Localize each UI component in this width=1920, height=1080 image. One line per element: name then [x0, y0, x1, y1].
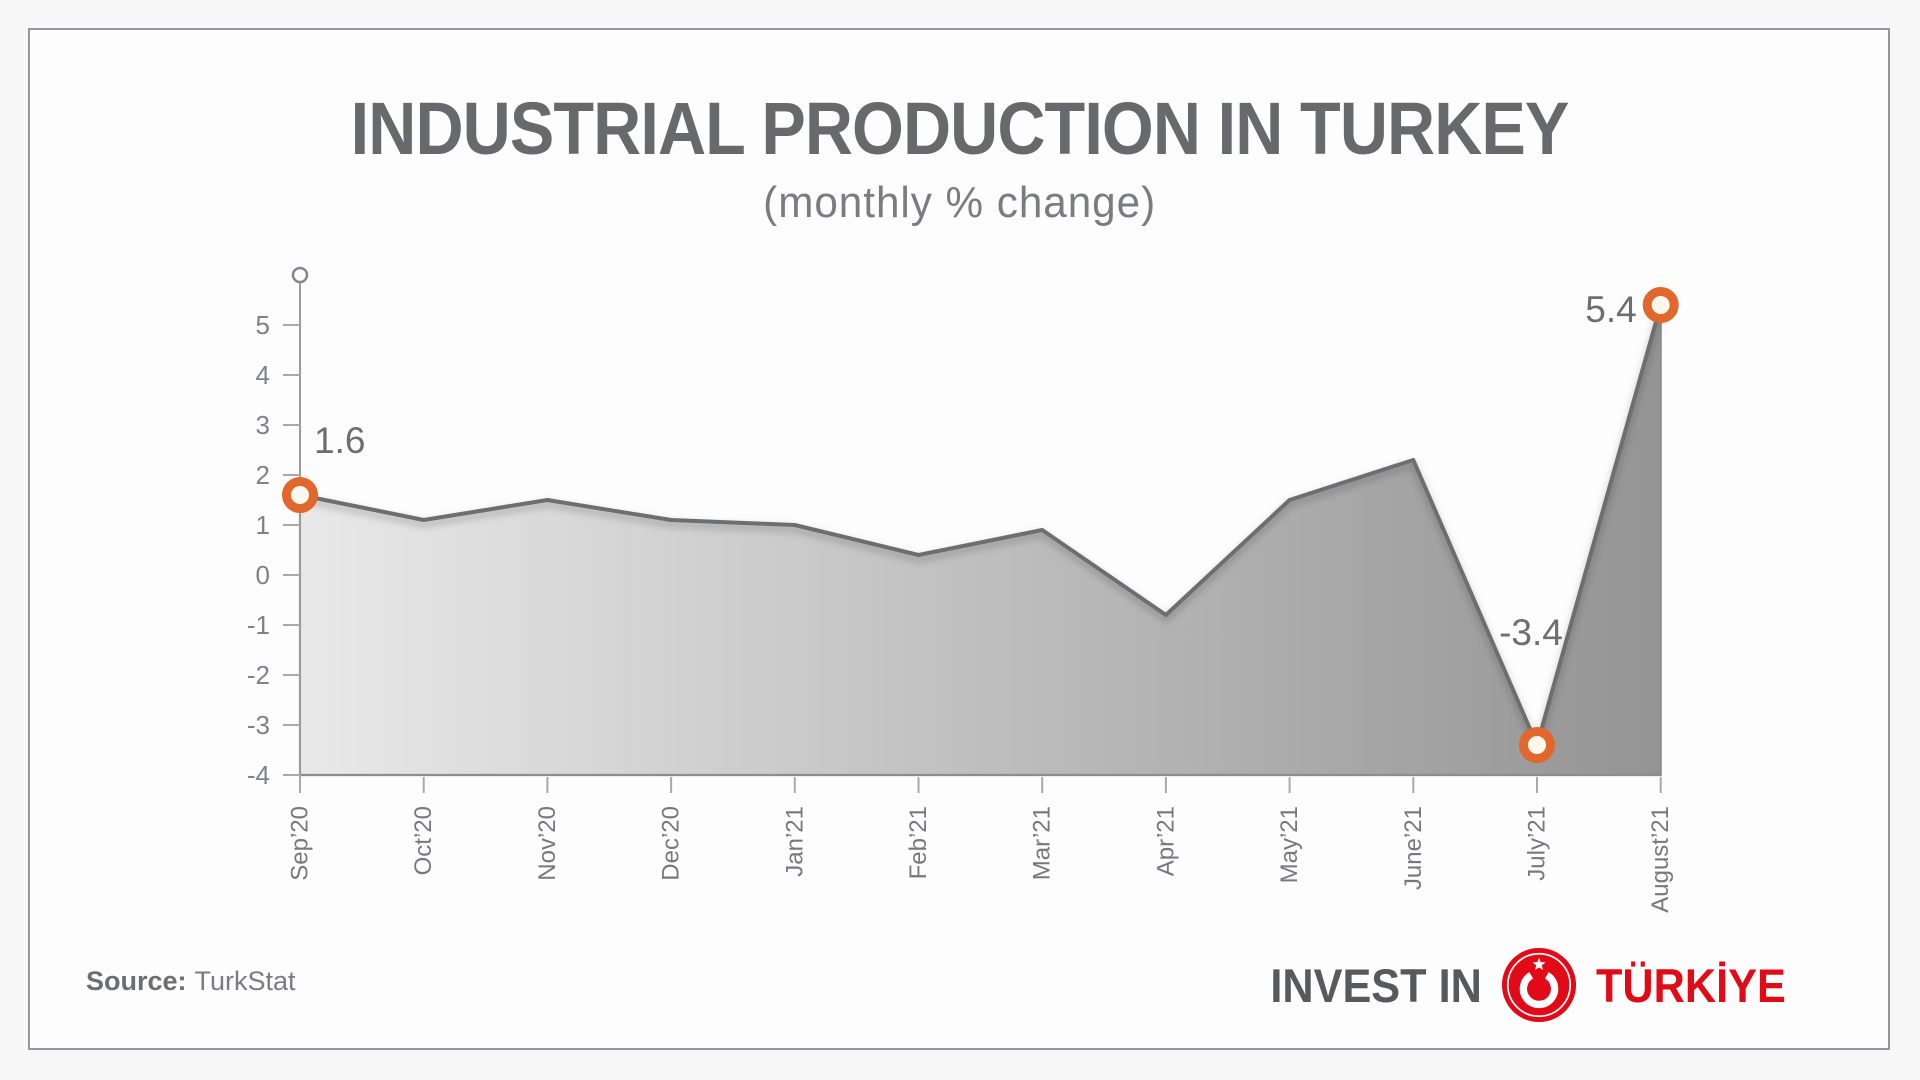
- data-point-marker: [282, 477, 318, 513]
- chart-subtitle-text: (monthly % change): [763, 178, 1157, 227]
- x-tick-label: Dec’20: [658, 806, 685, 881]
- chart-title-text: INDUSTRIAL PRODUCTION IN TURKEY: [351, 87, 1570, 170]
- source-line: Source: TurkStat: [86, 966, 296, 997]
- chart-subtitle: (monthly % change): [0, 178, 1920, 228]
- data-point-label: -3.4: [1499, 612, 1563, 653]
- x-tick-label: August’21: [1647, 806, 1674, 913]
- brand-name: TÜRKİYE: [1595, 958, 1786, 1012]
- y-tick-label: 5: [256, 310, 270, 340]
- data-point-label: 5.4: [1585, 289, 1636, 330]
- source-value: TurkStat: [194, 966, 296, 996]
- y-tick-label: 2: [256, 460, 270, 490]
- y-tick-label: 0: [256, 560, 270, 590]
- x-tick-label: Sep’20: [287, 806, 314, 881]
- y-tick-label: -2: [247, 660, 270, 690]
- x-tick-label: Nov’20: [534, 806, 561, 881]
- brand-prefix: INVEST IN: [1270, 958, 1482, 1012]
- y-axis-cap-circle: [291, 266, 309, 284]
- y-tick-label: -3: [247, 710, 270, 740]
- x-tick-label: Oct’20: [410, 806, 437, 875]
- x-tick-label: Mar’21: [1029, 806, 1056, 880]
- x-tick-label: Apr’21: [1152, 806, 1179, 876]
- x-tick-label: May’21: [1276, 806, 1303, 883]
- data-point-marker: [1519, 727, 1555, 763]
- area-fill: [298, 304, 1662, 777]
- brand-logo: INVEST IN TÜRKİYE: [1252, 946, 1802, 1024]
- data-point-label: 1.6: [314, 420, 365, 461]
- turkiye-emblem-icon: [1501, 947, 1576, 1023]
- y-tick-label: 4: [256, 360, 270, 390]
- x-tick-label: Jan’21: [781, 806, 808, 877]
- x-tick-label: July’21: [1524, 806, 1551, 881]
- source-label: Source:: [86, 966, 187, 996]
- chart-title: INDUSTRIAL PRODUCTION IN TURKEY: [0, 86, 1920, 171]
- x-tick-label: June’21: [1400, 806, 1427, 890]
- y-tick-label: 3: [256, 410, 270, 440]
- data-line: [299, 304, 1663, 747]
- data-point-marker: [1642, 287, 1679, 323]
- y-tick-label: -4: [247, 760, 270, 790]
- x-tick-label: Feb’21: [905, 806, 932, 879]
- y-tick-label: 1: [256, 510, 270, 540]
- y-tick-label: -1: [247, 610, 270, 640]
